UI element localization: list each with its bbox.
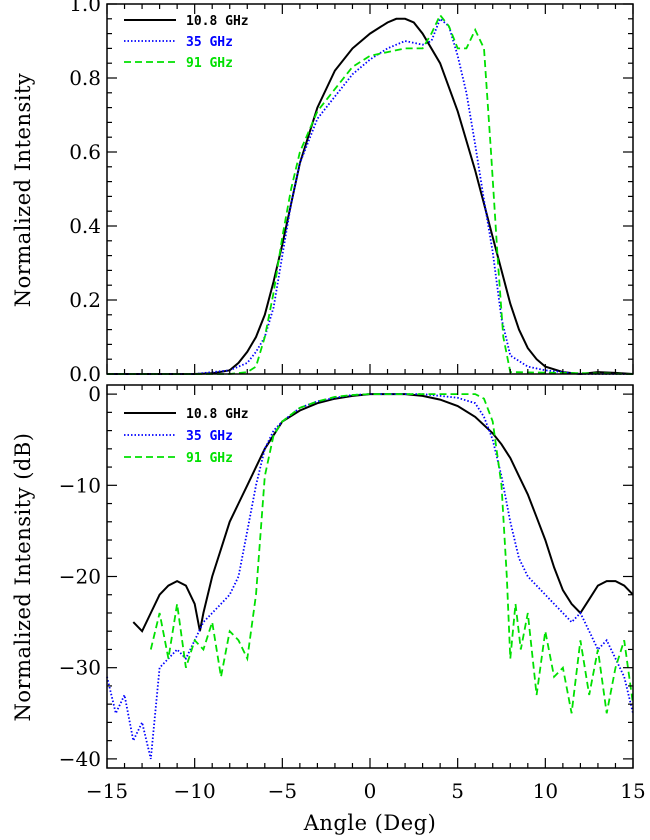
- top-y-axis-title: Normalized Intensity: [11, 73, 35, 308]
- top-y-tick-label: 0.4: [69, 214, 101, 238]
- x-axis-title: Angle (Deg): [303, 811, 437, 835]
- bottom-series-group: [106, 393, 634, 760]
- top-series-line-2: [107, 13, 634, 375]
- top-legend-label-1: 35 GHz: [186, 35, 233, 50]
- bottom-y-axis-title: Normalized Intensity (dB): [11, 433, 35, 722]
- bottom-legend-label-2: 91 GHz: [186, 451, 233, 466]
- bottom-x-tick-label: 0: [364, 779, 377, 803]
- bottom-series-line-1: [106, 393, 634, 760]
- bottom-x-tick-label: 5: [451, 779, 464, 803]
- bottom-legend-label-0: 10.8 GHz: [186, 407, 249, 422]
- top-y-tick-label: 0.0: [69, 362, 101, 386]
- bottom-y-tick-label: −30: [59, 656, 101, 680]
- top-series-line-0: [107, 17, 634, 376]
- bottom-x-tick-label: 10: [533, 779, 558, 803]
- bottom-legend: 10.8 GHz 35 GHz 91 GHz: [124, 407, 249, 466]
- bottom-series-line-2: [149, 393, 634, 714]
- top-y-tick-label: 0.2: [69, 288, 101, 312]
- top-series-line-1: [107, 17, 633, 375]
- top-legend-label-0: 10.8 GHz: [186, 14, 249, 29]
- top-y-tick-label: 0.6: [69, 140, 101, 164]
- top-y-tick-label: 0.8: [69, 66, 101, 90]
- top-y-tick-label: 1.0: [69, 0, 101, 16]
- bottom-y-tick-label: −20: [59, 565, 101, 589]
- top-ticks: 0.0 0.2 0.4 0.6 0.8 1.0: [69, 0, 634, 386]
- bottom-x-tick-label: −10: [174, 779, 216, 803]
- bottom-y-tick-label: −40: [59, 747, 101, 771]
- bottom-y-tick-label: 0: [88, 382, 101, 406]
- bottom-panel: −40 −30 −20 −10 0 −15 −10 −5 0 5 10 15 10.8 GHz 35 G…: [11, 382, 646, 835]
- top-legend-label-2: 91 GHz: [186, 56, 233, 71]
- bottom-x-tick-label: −15: [86, 779, 128, 803]
- top-legend: 10.8 GHz 35 GHz 91 GHz: [124, 14, 249, 71]
- bottom-x-tick-label: 15: [620, 779, 645, 803]
- top-series-group: [107, 13, 634, 376]
- bottom-ticks: −40 −30 −20 −10 0 −15 −10 −5 0 5 10 15: [59, 382, 646, 803]
- bottom-legend-label-1: 35 GHz: [186, 429, 233, 444]
- bottom-y-tick-label: −10: [59, 473, 101, 497]
- bottom-x-tick-label: −5: [268, 779, 297, 803]
